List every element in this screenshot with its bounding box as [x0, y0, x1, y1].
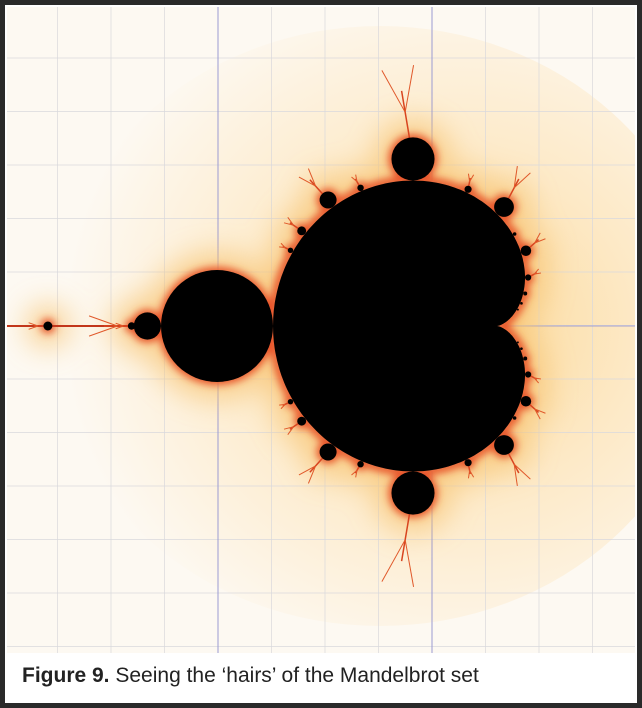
bulb — [525, 371, 531, 377]
mandelbrot-image — [0, 0, 642, 660]
bulb — [465, 186, 472, 193]
bulb — [320, 191, 337, 208]
bulb — [517, 309, 519, 311]
bulb — [521, 396, 532, 407]
bulb — [297, 417, 306, 426]
bulb — [494, 197, 514, 217]
bulb — [43, 322, 52, 331]
bulb — [320, 443, 337, 460]
caption: Figure 9. Seeing the ‘hairs’ of the Mand… — [22, 664, 479, 688]
bulb — [520, 347, 523, 350]
figure-label: Figure 9. — [22, 664, 110, 687]
bulb — [391, 137, 434, 180]
bulb — [525, 274, 531, 280]
bulb — [517, 341, 519, 343]
bulb — [297, 226, 306, 235]
caption-text: Seeing the ‘hairs’ of the Mandelbrot set — [115, 664, 478, 687]
bulb — [513, 416, 517, 420]
bulb — [357, 185, 363, 191]
bulb — [391, 471, 434, 514]
bulb — [523, 291, 527, 295]
bulb — [520, 302, 523, 305]
bulb — [161, 270, 273, 382]
bulb — [523, 357, 527, 361]
bulb — [513, 232, 517, 236]
figure-frame — [0, 0, 642, 708]
bulb — [288, 248, 293, 253]
bulb — [134, 312, 161, 339]
bulb — [494, 435, 514, 455]
bulb — [288, 399, 293, 404]
bulb — [521, 246, 532, 257]
bulb — [465, 459, 472, 466]
bulb — [128, 322, 135, 329]
bulb — [357, 461, 363, 467]
page: Figure 9. Seeing the ‘hairs’ of the Mand… — [0, 0, 642, 708]
